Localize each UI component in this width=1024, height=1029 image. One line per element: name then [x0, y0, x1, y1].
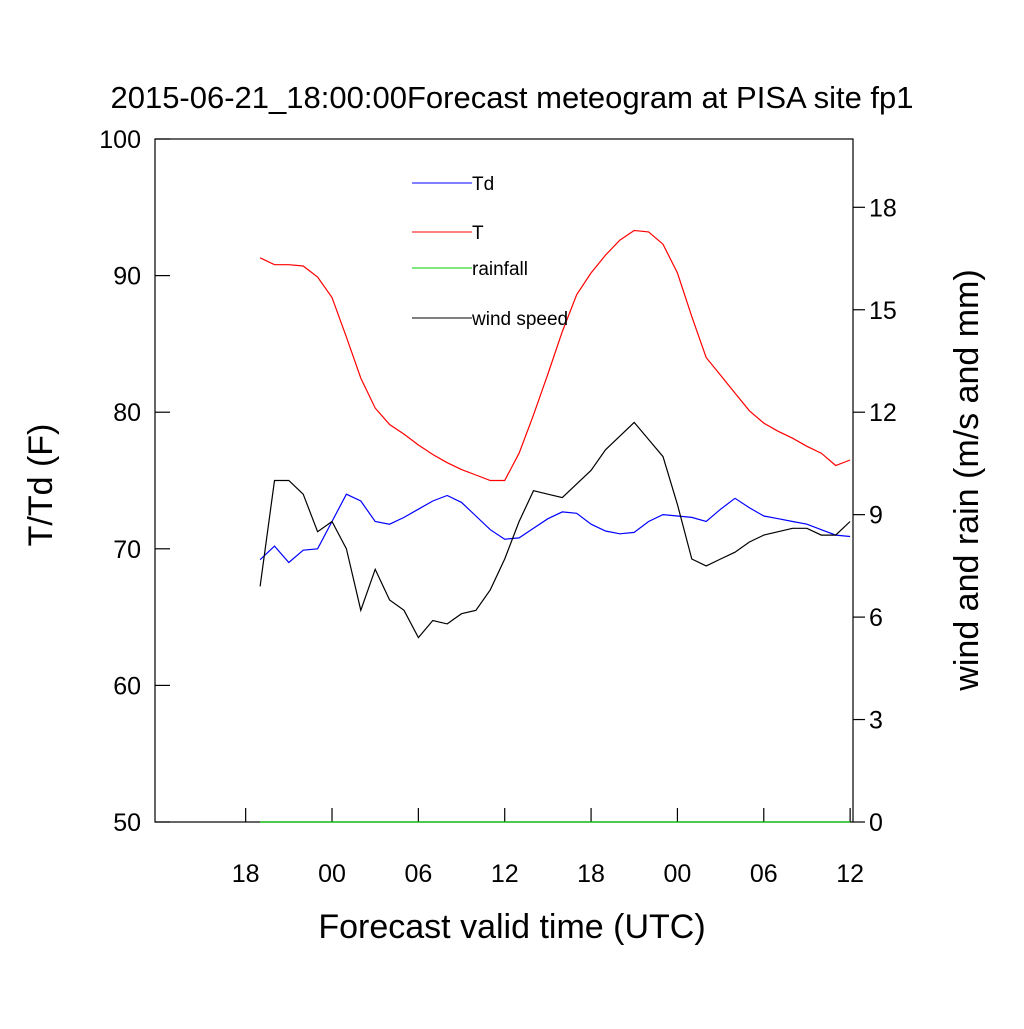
y-tick-label: 70 [113, 536, 141, 564]
series-line [259, 493, 851, 564]
y2-tick-label: 3 [869, 707, 883, 735]
y-tick-label: 100 [99, 126, 141, 154]
y2-axis-label: wind and rain (m/s and mm) [948, 269, 986, 691]
y-tick-label: 60 [113, 672, 141, 700]
y-tick-label: 80 [113, 399, 141, 427]
legend-label: wind speed [471, 309, 568, 330]
chart-title: 2015-06-21_18:00:00Forecast meteogram at… [110, 80, 913, 115]
x-tick-label: 18 [232, 860, 260, 888]
x-tick-label: 00 [318, 860, 346, 888]
y2-tick-label: 18 [869, 194, 897, 222]
x-tick-label: 12 [836, 860, 864, 888]
series-line [259, 421, 851, 639]
y2-tick-label: 9 [869, 502, 883, 530]
x-tick-label: 12 [491, 860, 519, 888]
y-tick-label: 50 [113, 809, 141, 837]
legend-label: rainfall [472, 259, 528, 280]
legend-label: T [472, 223, 484, 244]
y2-tick-label: 12 [869, 399, 897, 427]
x-tick-label: 06 [404, 860, 432, 888]
x-tick-label: 18 [577, 860, 605, 888]
y2-tick-label: 15 [869, 297, 897, 325]
y2-tick-label: 0 [869, 809, 883, 837]
y2-tick-label: 6 [869, 604, 883, 632]
y-tick-label: 90 [113, 263, 141, 291]
x-tick-label: 06 [750, 860, 778, 888]
y-axis-label: T/Td (F) [22, 424, 60, 547]
series-line [259, 229, 851, 482]
x-axis-label: Forecast valid time (UTC) [318, 908, 705, 946]
legend-label: Td [472, 174, 494, 195]
x-tick-label: 00 [664, 860, 692, 888]
